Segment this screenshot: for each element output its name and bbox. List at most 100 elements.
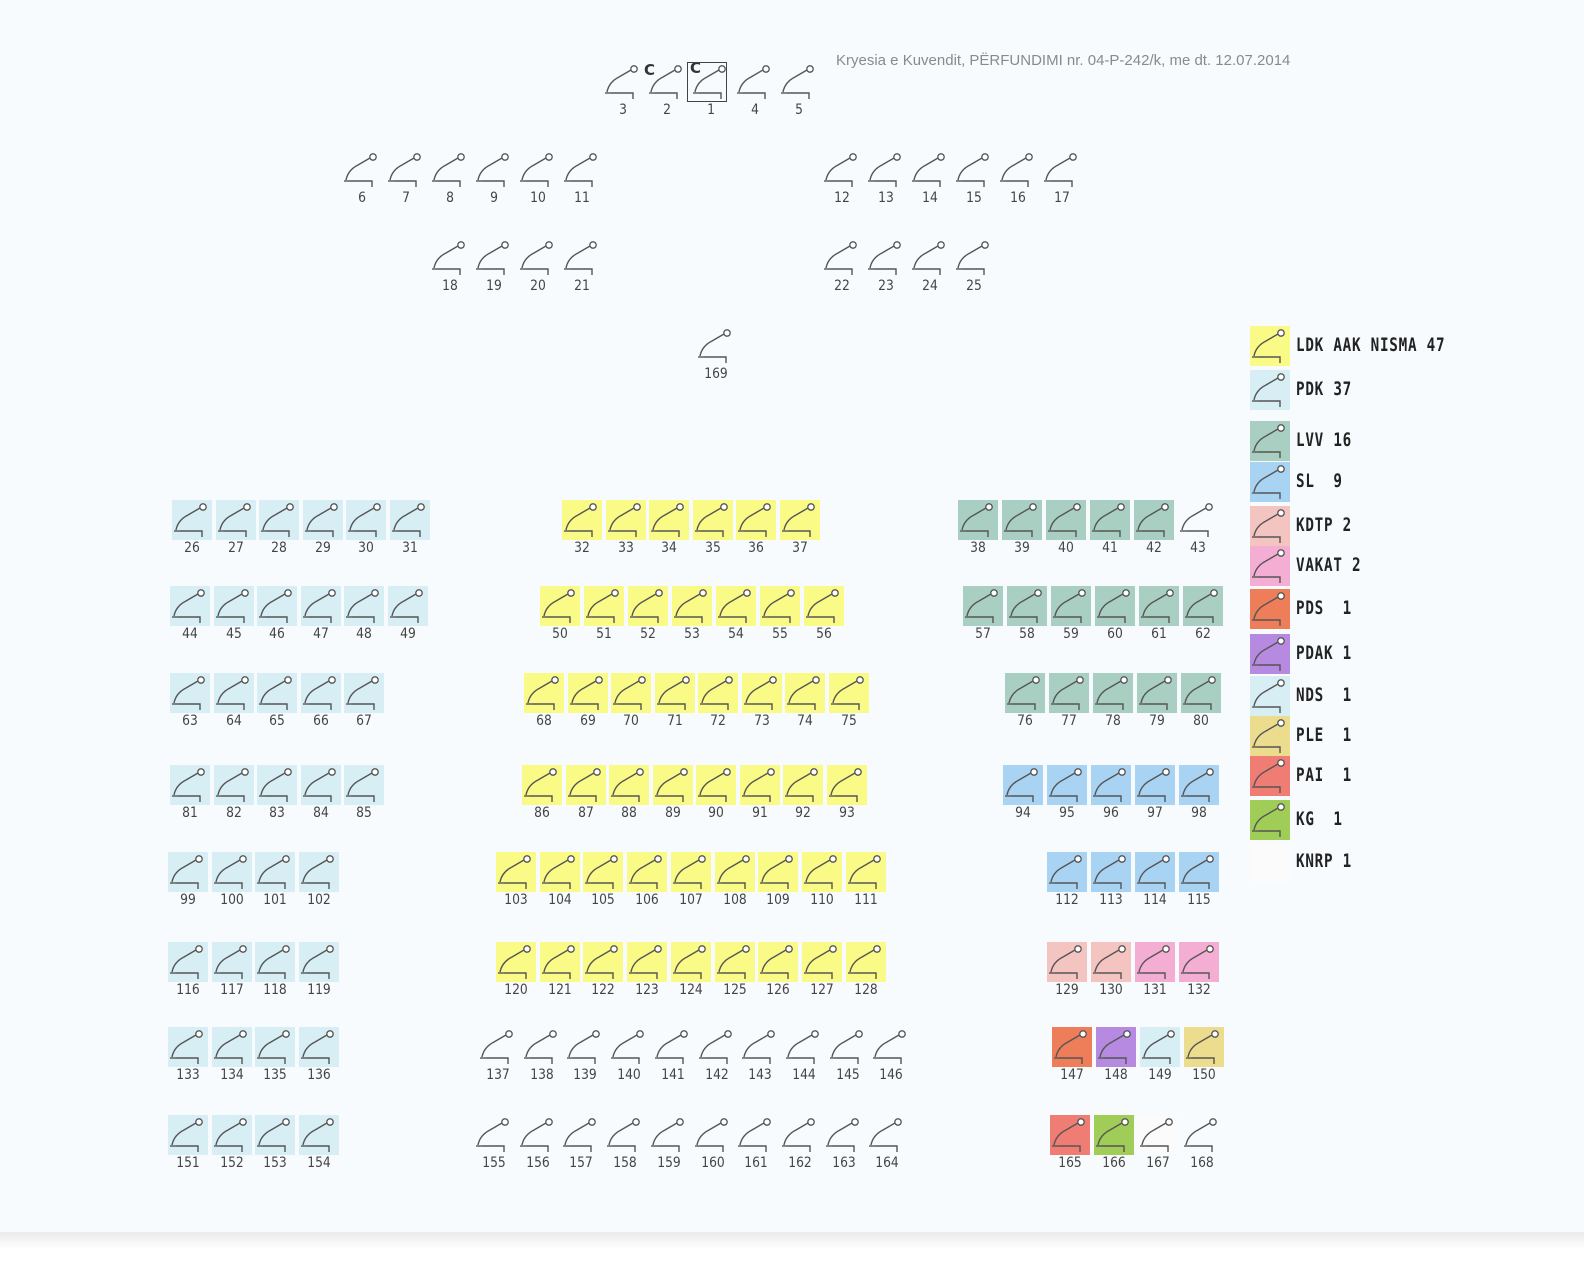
seat-110: 110 [802,852,842,908]
legend-label: PAI 1 [1296,764,1352,786]
seat-number: 33 [618,540,634,556]
legend-item: PDK 37 [1250,370,1490,412]
microphone-icon [214,855,247,889]
seat-49: 49 [388,586,428,642]
microphone-icon [744,676,777,710]
seat-31: 31 [390,500,430,556]
seat-50: 50 [540,586,580,642]
legend-item: LVV 16 [1250,421,1490,463]
seat-11: 11 [562,150,602,206]
microphone-icon [390,589,423,623]
seat-number: 69 [580,713,596,729]
seat-number: 87 [578,805,594,821]
seat-number: 41 [1102,540,1118,556]
seat-53: 53 [672,586,712,642]
seat-number: 1 [707,102,715,118]
seat-number: 24 [922,278,938,294]
seat-115: 115 [1179,852,1219,908]
seat-75: 75 [829,673,869,729]
microphone-icon [1139,676,1172,710]
seat-number: 140 [617,1067,641,1083]
seat-151: 151 [168,1115,208,1171]
seat-number: 48 [356,626,372,642]
seat-112: 112 [1047,852,1087,908]
microphone-icon [1252,679,1285,713]
seat-87: 87 [566,765,606,821]
seat-90: 90 [696,765,736,821]
microphone-icon [1141,589,1174,623]
microphone-icon [831,676,864,710]
microphone-icon [655,768,688,802]
microphone-icon [1051,676,1084,710]
seat-107: 107 [671,852,711,908]
microphone-icon [1252,803,1285,837]
seat-number: 44 [182,626,198,642]
microphone-icon [1093,945,1126,979]
microphone-icon [785,768,818,802]
microphone-icon [218,503,251,537]
legend-label: SL 9 [1296,470,1343,492]
seat-number: 82 [226,805,242,821]
seat-39: 39 [1002,500,1042,556]
seat-number: 144 [792,1067,816,1083]
decision-caption: Kryesia e Kuvendit, PËRFUNDIMI nr. 04-P-… [836,52,1291,69]
microphone-icon [1186,1030,1219,1064]
seat-number: 35 [705,540,721,556]
microphone-icon [1049,945,1082,979]
seat-number: 40 [1058,540,1074,556]
seat-number: 98 [1191,805,1207,821]
seat-128: 128 [846,942,886,998]
microphone-icon [570,676,603,710]
seat-number: 104 [548,892,572,908]
seat-131: 131 [1135,942,1175,998]
seat-number: 113 [1099,892,1123,908]
microphone-icon [1184,1118,1217,1152]
seat-number: 168 [1190,1155,1214,1171]
microphone-icon [848,945,881,979]
seat-number: 101 [263,892,287,908]
seat-number: 111 [854,892,878,908]
microphone-icon [956,241,989,275]
seat-58: 58 [1007,586,1047,642]
seat-number: 49 [400,626,416,642]
microphone-icon [524,1030,557,1064]
seat-116: 116 [168,942,208,998]
seat-13: 13 [866,150,906,206]
microphone-icon [649,65,682,99]
seat-148: 148 [1096,1027,1136,1083]
microphone-icon [1252,592,1285,626]
microphone-icon [695,1118,728,1152]
microphone-icon [346,589,379,623]
seat-164: 164 [867,1115,907,1171]
seat-37: 37 [780,500,820,556]
seat-number: 64 [226,713,242,729]
microphone-icon [480,1030,513,1064]
seat-89: 89 [653,765,693,821]
seat-number: 57 [975,626,991,642]
seat-number: 126 [766,982,790,998]
microphone-icon [214,1118,247,1152]
seat-number: 20 [530,278,546,294]
seat-32: 32 [562,500,602,556]
microphone-icon [305,503,338,537]
seat-number: 156 [526,1155,550,1171]
microphone-icon [568,768,601,802]
microphone-icon [498,855,531,889]
seat-number: 130 [1099,982,1123,998]
seat-number: 118 [263,982,287,998]
seat-number: 80 [1193,713,1209,729]
microphone-icon [257,945,290,979]
microphone-icon [806,589,839,623]
seat-45: 45 [214,586,254,642]
seat-number: 120 [504,982,528,998]
microphone-icon [392,503,425,537]
microphone-icon [1136,503,1169,537]
seat-number: 116 [176,982,200,998]
microphone-icon [1092,503,1125,537]
seat-12: 12 [822,150,862,206]
seat-number: 95 [1059,805,1075,821]
microphone-icon [629,945,662,979]
seat-number: 94 [1015,805,1031,821]
seat-147: 147 [1052,1027,1092,1083]
